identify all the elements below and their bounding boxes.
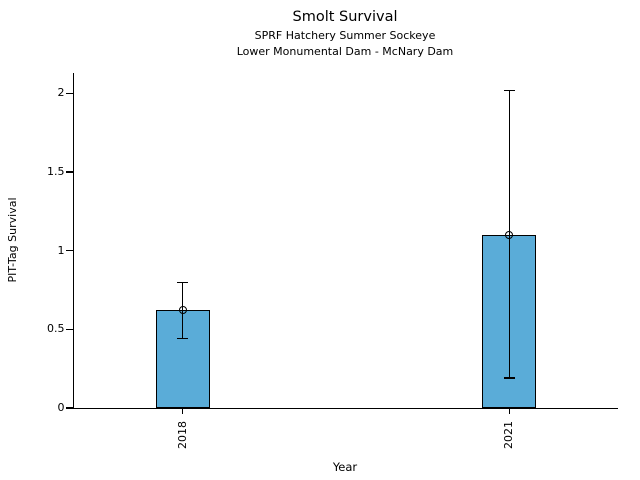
y-tick-label-0.5: 0.5 (47, 322, 65, 336)
x-tick-label-2018: 2018 (175, 421, 189, 449)
point-marker-2021 (505, 230, 514, 239)
y-tick-0.5 (66, 328, 73, 330)
error-cap-bottom-2018 (177, 338, 189, 340)
y-tick-label-0: 0 (57, 401, 65, 414)
error-cap-top-2021 (503, 89, 515, 91)
chart-subtitle-line2: Lower Monumental Dam - McNary Dam (236, 45, 454, 58)
x-tick-label-2021: 2021 (502, 421, 516, 449)
y-axis-title: PIT-Tag Survival (6, 197, 19, 283)
x-tick-2021 (508, 408, 510, 415)
y-tick-label-2: 2 (57, 86, 65, 100)
x-axis-title: Year (332, 460, 358, 474)
y-tick-1 (66, 250, 73, 252)
y-tick-label-1: 1 (57, 243, 65, 257)
error-cap-bottom-2021 (503, 377, 515, 379)
chart-subtitle-line1: SPRF Hatchery Summer Sockeye (254, 29, 436, 42)
plot-area: 0 0.5 1 1.5 2 2018 2021 (47, 73, 618, 449)
chart-title: Smolt Survival (292, 9, 398, 25)
y-tick-label-1.5: 1.5 (47, 165, 65, 179)
error-cap-top-2018 (177, 281, 189, 283)
point-marker-2018 (178, 306, 187, 315)
y-tick-1.5 (66, 171, 73, 173)
y-tick-0 (66, 407, 73, 409)
y-tick-2 (66, 92, 73, 95)
x-tick-2018 (182, 408, 184, 415)
